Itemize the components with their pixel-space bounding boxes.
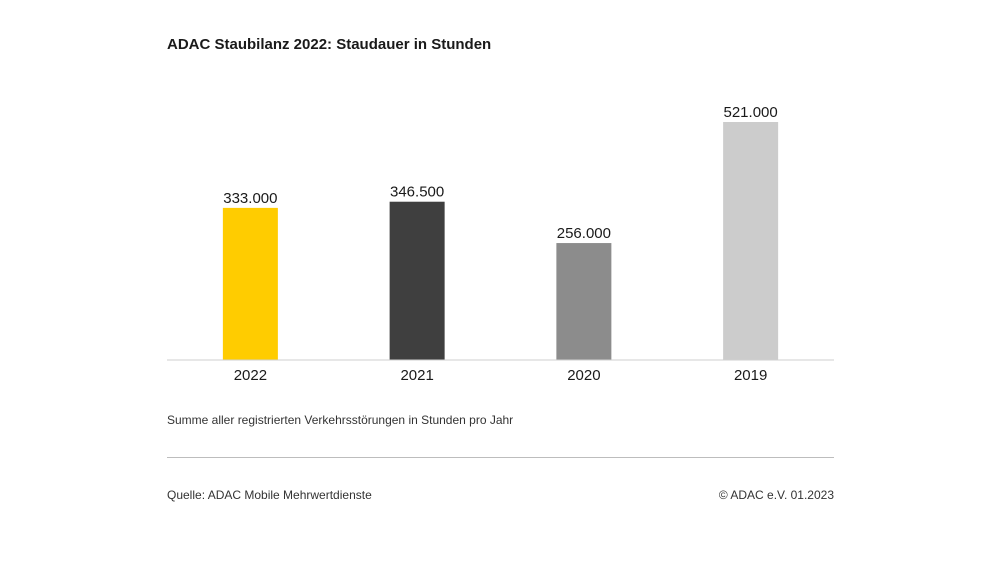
category-label-2020: 2020 [567, 367, 600, 384]
bar-2019 [723, 122, 779, 360]
chart-title: ADAC Staubilanz 2022: Staudauer in Stund… [167, 36, 492, 53]
chart-footnote: Summe aller registrierten Verkehrsstörun… [167, 413, 514, 427]
value-label-2020: 256.000 [557, 225, 611, 242]
category-label-2022: 2022 [234, 367, 267, 384]
category-label-2021: 2021 [400, 367, 433, 384]
copyright-note: © ADAC e.V. 01.2023 [718, 488, 834, 502]
bar-2020 [556, 243, 612, 360]
value-label-2022: 333.000 [223, 190, 277, 207]
value-label-2021: 346.500 [390, 184, 444, 201]
divider [167, 457, 834, 458]
category-label-2019: 2019 [734, 367, 767, 384]
value-label-2019: 521.000 [724, 104, 778, 121]
source-note: Quelle: ADAC Mobile Mehrwertdienste [167, 488, 372, 502]
bar-2021 [389, 201, 445, 360]
bar-2022 [222, 207, 278, 360]
